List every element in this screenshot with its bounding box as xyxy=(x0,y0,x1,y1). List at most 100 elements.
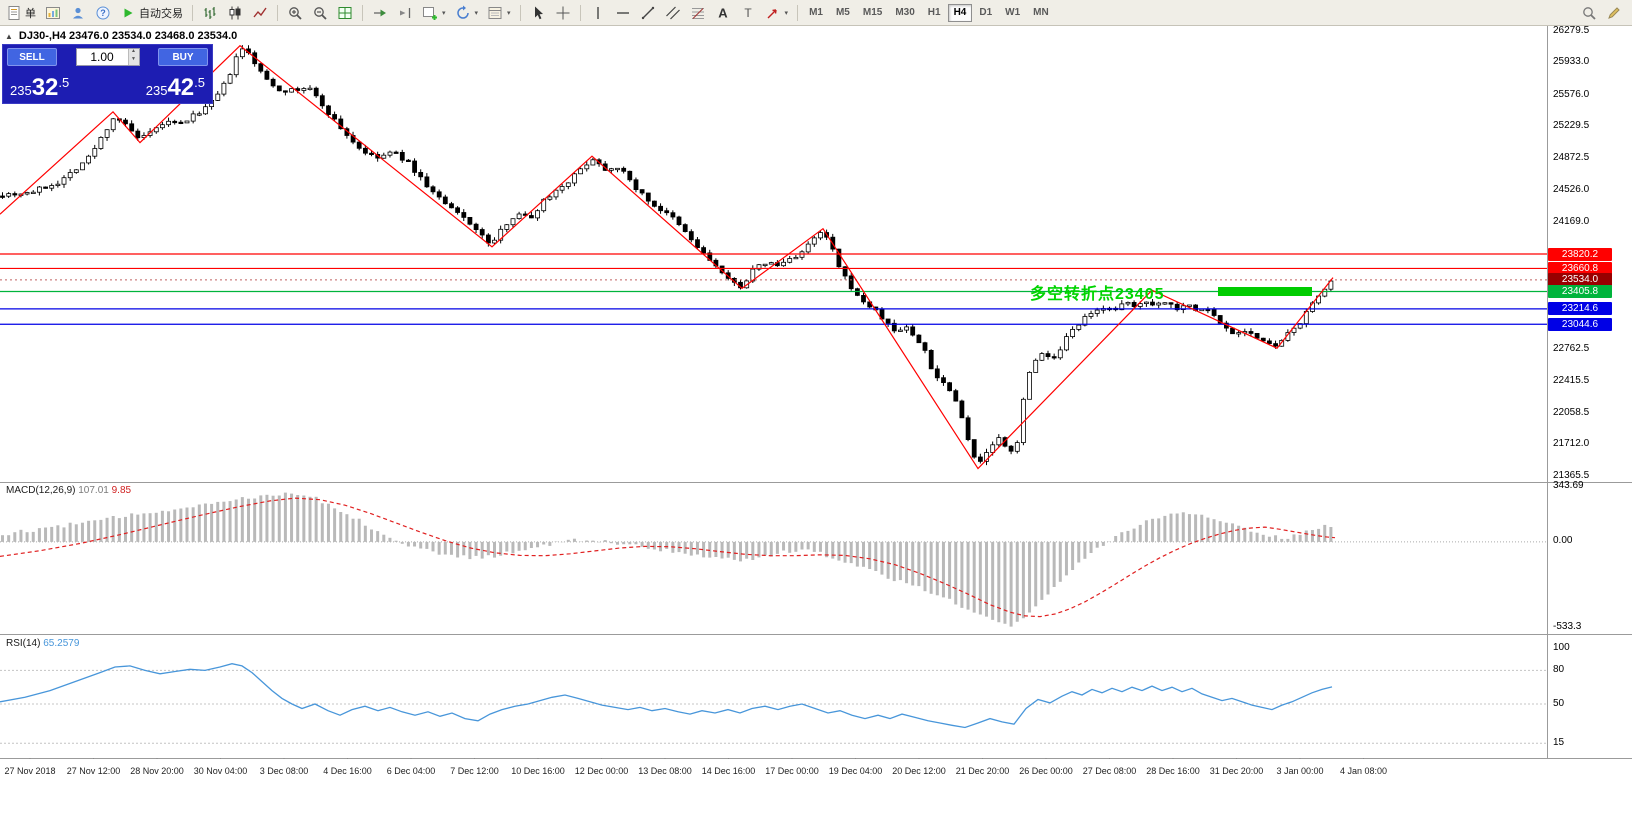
volume-spinner[interactable]: ▲ ▼ xyxy=(127,48,139,65)
pencil-icon xyxy=(1606,5,1622,21)
charts-button[interactable] xyxy=(41,3,65,23)
time-scale-label: 4 Jan 08:00 xyxy=(1339,766,1388,776)
crosshair-button[interactable] xyxy=(551,3,575,23)
dropdown-arrow-icon[interactable]: ▾ xyxy=(507,9,511,17)
edit-button[interactable] xyxy=(1602,3,1626,23)
toolbar: 单? 自动交易 ▾ ▾ ▾ A T ▾ M1 M5 M15 M30 H1 H4 D1 W1 MN xyxy=(0,0,1632,26)
arrows-button[interactable]: ▾ xyxy=(761,3,793,23)
time-scale-label: 28 Dec 16:00 xyxy=(1146,766,1200,776)
price-scale-label: 22415.5 xyxy=(1553,374,1590,386)
volume-field[interactable]: 1.00 ▲ ▼ xyxy=(75,48,140,66)
dropdown-arrow-icon[interactable]: ▾ xyxy=(474,9,479,17)
time-scale-label: 6 Dec 04:00 xyxy=(386,766,436,776)
label-icon: T xyxy=(740,5,756,21)
annotation-bar[interactable] xyxy=(1218,287,1312,296)
rsi-scale-label: 80 xyxy=(1553,663,1565,675)
time-scale-label: 21 Dec 20:00 xyxy=(955,766,1010,776)
timeframe-D1[interactable]: D1 xyxy=(979,7,993,18)
label-button[interactable]: T xyxy=(736,3,760,23)
sell-button[interactable]: SELL xyxy=(7,48,57,66)
macd-histogram xyxy=(1,492,1333,627)
candlestick-button[interactable] xyxy=(223,3,247,23)
tile-windows-button[interactable] xyxy=(333,3,357,23)
price-scale-label: 22762.5 xyxy=(1553,343,1590,355)
line-chart-icon xyxy=(252,5,268,21)
timeframe-M30[interactable]: M30 xyxy=(895,7,915,18)
volume-down-icon[interactable]: ▼ xyxy=(131,56,136,62)
profile-icon xyxy=(70,5,86,21)
chart-title-bar: ▲ DJ30-,H4 23476.0 23534.0 23468.0 23534… xyxy=(5,30,237,42)
search-button[interactable] xyxy=(1577,3,1601,23)
bar-chart-button[interactable] xyxy=(198,3,222,23)
timeframe-M15[interactable]: M15 xyxy=(862,7,883,18)
channel-button[interactable] xyxy=(661,3,685,23)
rsi-title: RSI(14) 65.2579 xyxy=(6,638,80,649)
new-chart-icon xyxy=(422,5,438,21)
arrows-icon xyxy=(765,5,781,21)
sell-price[interactable]: 235 32.5 xyxy=(10,74,70,101)
timeframe-MN[interactable]: MN xyxy=(1033,7,1049,18)
zoom-out-button[interactable] xyxy=(308,3,332,23)
timeframe-H4[interactable]: H4 xyxy=(947,3,973,22)
price-marker: 23044.6 xyxy=(1548,317,1612,331)
price-scale-label: 21365.5 xyxy=(1553,469,1590,481)
dropdown-arrow-icon[interactable]: ▾ xyxy=(442,9,446,17)
trendline-icon xyxy=(640,5,656,21)
cursor-button[interactable] xyxy=(526,3,550,23)
templates-button[interactable]: ▾ xyxy=(483,3,515,23)
channel-icon xyxy=(665,5,681,21)
timeframe-M1[interactable]: M1 xyxy=(809,7,823,18)
rsi-scale-label: 100 xyxy=(1553,641,1570,653)
tile-windows-icon xyxy=(337,5,353,21)
horizontal-line-button[interactable] xyxy=(611,3,635,23)
vertical-line-button[interactable] xyxy=(586,3,610,23)
macd-scale-label: 343.69 xyxy=(1553,480,1584,492)
cursor-icon xyxy=(530,5,546,21)
trendline-button[interactable] xyxy=(636,3,660,23)
fibonacci-button[interactable] xyxy=(686,3,710,23)
timeframe-H1[interactable]: H1 xyxy=(927,7,941,18)
auto-scroll-button[interactable] xyxy=(368,3,392,23)
vertical-line-icon xyxy=(590,5,606,21)
cycles-icon xyxy=(455,5,471,21)
profiles-button[interactable] xyxy=(66,3,90,23)
timeframe-M5[interactable]: M5 xyxy=(835,7,850,18)
cycles-button[interactable]: ▾ xyxy=(451,3,483,23)
time-scale[interactable]: 27 Nov 2018 27 Nov 12:00 28 Nov 20:00 30 No… xyxy=(0,759,1632,814)
svg-text:A: A xyxy=(718,5,728,20)
price-scale[interactable]: 26279.5 25933.0 25576.0 25229.5 24872.5 24526… xyxy=(1547,0,1632,759)
new-order-button[interactable]: 单 xyxy=(2,3,40,23)
buy-price[interactable]: 235 42.5 xyxy=(145,74,205,101)
buy-button[interactable]: BUY xyxy=(158,48,208,66)
volume-up-icon[interactable]: ▲ xyxy=(131,48,136,54)
toolbar-separator xyxy=(797,4,799,21)
candlestick-icon xyxy=(227,5,243,21)
text-button[interactable]: A xyxy=(711,3,735,23)
time-scale-label: 14 Dec 16:00 xyxy=(701,766,756,776)
templates-icon xyxy=(487,5,503,21)
button-label: 单 xyxy=(25,7,36,20)
price-scale-label: 22058.5 xyxy=(1553,407,1590,419)
dropdown-arrow-icon[interactable]: ▾ xyxy=(784,9,789,17)
zoom-in-button[interactable] xyxy=(283,3,307,23)
toolbar-separator xyxy=(192,4,193,21)
oct-collapse-icon[interactable]: ▲ xyxy=(5,31,13,41)
autotrading-button[interactable]: 自动交易 xyxy=(116,3,187,23)
help-icon: ? xyxy=(95,5,111,21)
chart-shift-button[interactable] xyxy=(393,3,417,23)
new-chart-button[interactable]: ▾ xyxy=(418,3,450,23)
zigzag-line[interactable] xyxy=(0,44,1334,470)
help-button[interactable]: ? xyxy=(91,3,115,23)
toolbar-separator xyxy=(277,4,278,21)
play-icon xyxy=(120,5,136,21)
volume-value[interactable]: 1.00 xyxy=(90,50,114,64)
time-scale-label: 19 Dec 04:00 xyxy=(828,766,883,776)
time-scale-label: 17 Dec 00:00 xyxy=(765,766,819,776)
line-chart-button[interactable] xyxy=(248,3,272,23)
chart-window-icon xyxy=(45,5,61,21)
timeframe-W1[interactable]: W1 xyxy=(1005,7,1021,18)
annotation-text[interactable]: 多空转折点23405 xyxy=(1030,286,1165,303)
price-marker: 23820.2 xyxy=(1548,247,1612,261)
svg-text:?: ? xyxy=(100,8,106,18)
